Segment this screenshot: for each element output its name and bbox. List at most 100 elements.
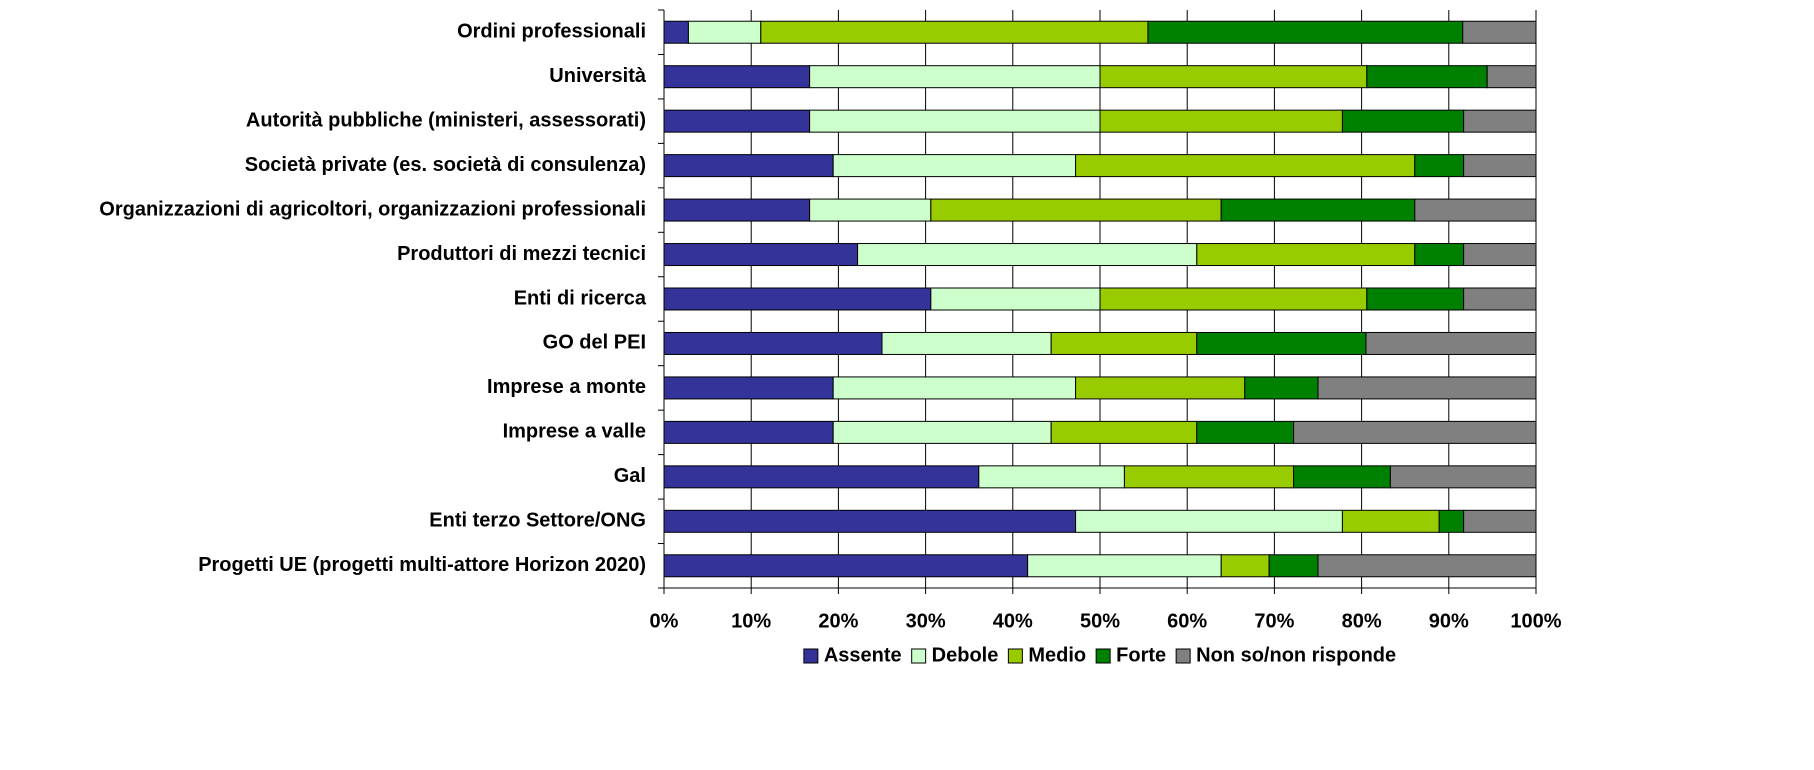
- bar-segment: [1414, 154, 1465, 178]
- bar-segment: [663, 109, 811, 133]
- legend-label: Assente: [824, 644, 902, 666]
- bar-segment: [1050, 420, 1198, 444]
- legend-label: Forte: [1116, 644, 1166, 666]
- bar-segment: [809, 198, 932, 222]
- bar-segment: [1317, 554, 1537, 578]
- bar-segment: [663, 465, 980, 489]
- x-tick-label: 30%: [906, 610, 946, 632]
- bar-segment: [1463, 154, 1537, 178]
- bar-segment: [1463, 287, 1537, 311]
- bar-segment: [1365, 331, 1537, 355]
- bar-segment: [663, 420, 834, 444]
- bar-segment: [1341, 109, 1465, 133]
- bar-segment: [1027, 554, 1222, 578]
- y-tick-label: Progetti UE (progetti multi-attore Horiz…: [198, 554, 646, 576]
- bar-segment: [1268, 554, 1319, 578]
- bar-segment: [760, 20, 1149, 44]
- legend-swatch: [1095, 648, 1111, 664]
- y-tick-label: Produttori di mezzi tecnici: [397, 243, 646, 265]
- bar-segment: [663, 287, 932, 311]
- bar-segment: [1366, 65, 1488, 89]
- y-tick-label: Ordini professionali: [457, 21, 646, 43]
- bar-segment: [1123, 465, 1295, 489]
- bar-segment: [978, 465, 1125, 489]
- bar-segment: [1317, 376, 1537, 400]
- bar-segment: [1293, 465, 1391, 489]
- y-tick-label: Società private (es. società di consulen…: [245, 154, 646, 176]
- bar-segment: [687, 20, 762, 44]
- bar-segment: [663, 20, 689, 44]
- y-tick-label: Autorità pubbliche (ministeri, assessora…: [246, 109, 646, 131]
- bar-segment: [1414, 198, 1537, 222]
- x-tick-label: 50%: [1080, 610, 1120, 632]
- x-tick-label: 80%: [1342, 610, 1382, 632]
- y-tick-label: Gal: [614, 465, 646, 487]
- x-tick-label: 100%: [1510, 610, 1561, 632]
- y-tick-label: Organizzazioni di agricoltori, organizza…: [99, 198, 646, 220]
- legend-swatch: [911, 648, 927, 664]
- legend-swatch: [1175, 648, 1191, 664]
- bar-segment: [930, 287, 1101, 311]
- legend-label: Medio: [1028, 644, 1086, 666]
- bar-segment: [663, 331, 883, 355]
- bar-segment: [663, 509, 1077, 533]
- x-tick-label: 70%: [1254, 610, 1294, 632]
- bar-segment: [1366, 287, 1465, 311]
- bar-segment: [930, 198, 1222, 222]
- bar-segment: [1147, 20, 1464, 44]
- bar-segment: [857, 243, 1198, 267]
- bar-segment: [1438, 509, 1465, 533]
- x-tick-label: 0%: [650, 610, 679, 632]
- bar-segment: [663, 554, 1029, 578]
- x-tick-label: 40%: [993, 610, 1033, 632]
- bar-segment: [1463, 243, 1537, 267]
- bar-segment: [663, 198, 811, 222]
- bar-segment: [1099, 109, 1343, 133]
- x-tick-label: 20%: [818, 610, 858, 632]
- bar-segment: [1075, 509, 1343, 533]
- legend-label: Non so/non risponde: [1196, 644, 1396, 666]
- y-tick-label: Imprese a monte: [487, 376, 646, 398]
- bar-segment: [1075, 376, 1246, 400]
- bar-segment: [1196, 420, 1295, 444]
- bar-segment: [1463, 509, 1537, 533]
- x-tick-label: 10%: [731, 610, 771, 632]
- bar-segment: [1099, 287, 1368, 311]
- bar-segment: [832, 376, 1077, 400]
- y-tick-label: Enti terzo Settore/ONG: [429, 510, 646, 532]
- y-tick-label: Enti di ricerca: [514, 287, 647, 309]
- legend-swatch: [1007, 648, 1023, 664]
- bar-segment: [1050, 331, 1198, 355]
- y-tick-label: Imprese a valle: [503, 421, 646, 443]
- bar-segment: [809, 109, 1101, 133]
- x-tick-label: 90%: [1429, 610, 1469, 632]
- bar-segment: [663, 65, 811, 89]
- bar-segment: [663, 243, 859, 267]
- bar-segment: [1196, 331, 1367, 355]
- bar-segment: [832, 420, 1052, 444]
- bar-segment: [809, 65, 1101, 89]
- bar-segment: [1099, 65, 1368, 89]
- bar-segment: [832, 154, 1077, 178]
- legend-label: Debole: [932, 644, 999, 666]
- bar-segment: [1414, 243, 1465, 267]
- bar-segment: [663, 376, 834, 400]
- y-tick-label: GO del PEI: [543, 332, 646, 354]
- bar-segment: [881, 331, 1052, 355]
- bar-segment: [1486, 65, 1537, 89]
- bar-segment: [1196, 243, 1416, 267]
- bar-segment: [663, 154, 834, 178]
- bar-segment: [1293, 420, 1537, 444]
- bar-segment: [1075, 154, 1416, 178]
- bar-segment: [1463, 109, 1537, 133]
- bar-segment: [1389, 465, 1537, 489]
- bar-segment: [1244, 376, 1319, 400]
- x-tick-label: 60%: [1167, 610, 1207, 632]
- bar-segment: [1462, 20, 1537, 44]
- y-tick-label: Università: [549, 65, 647, 87]
- bar-segment: [1341, 509, 1440, 533]
- bar-segment: [1220, 554, 1270, 578]
- legend-swatch: [803, 648, 819, 664]
- bar-segment: [1220, 198, 1416, 222]
